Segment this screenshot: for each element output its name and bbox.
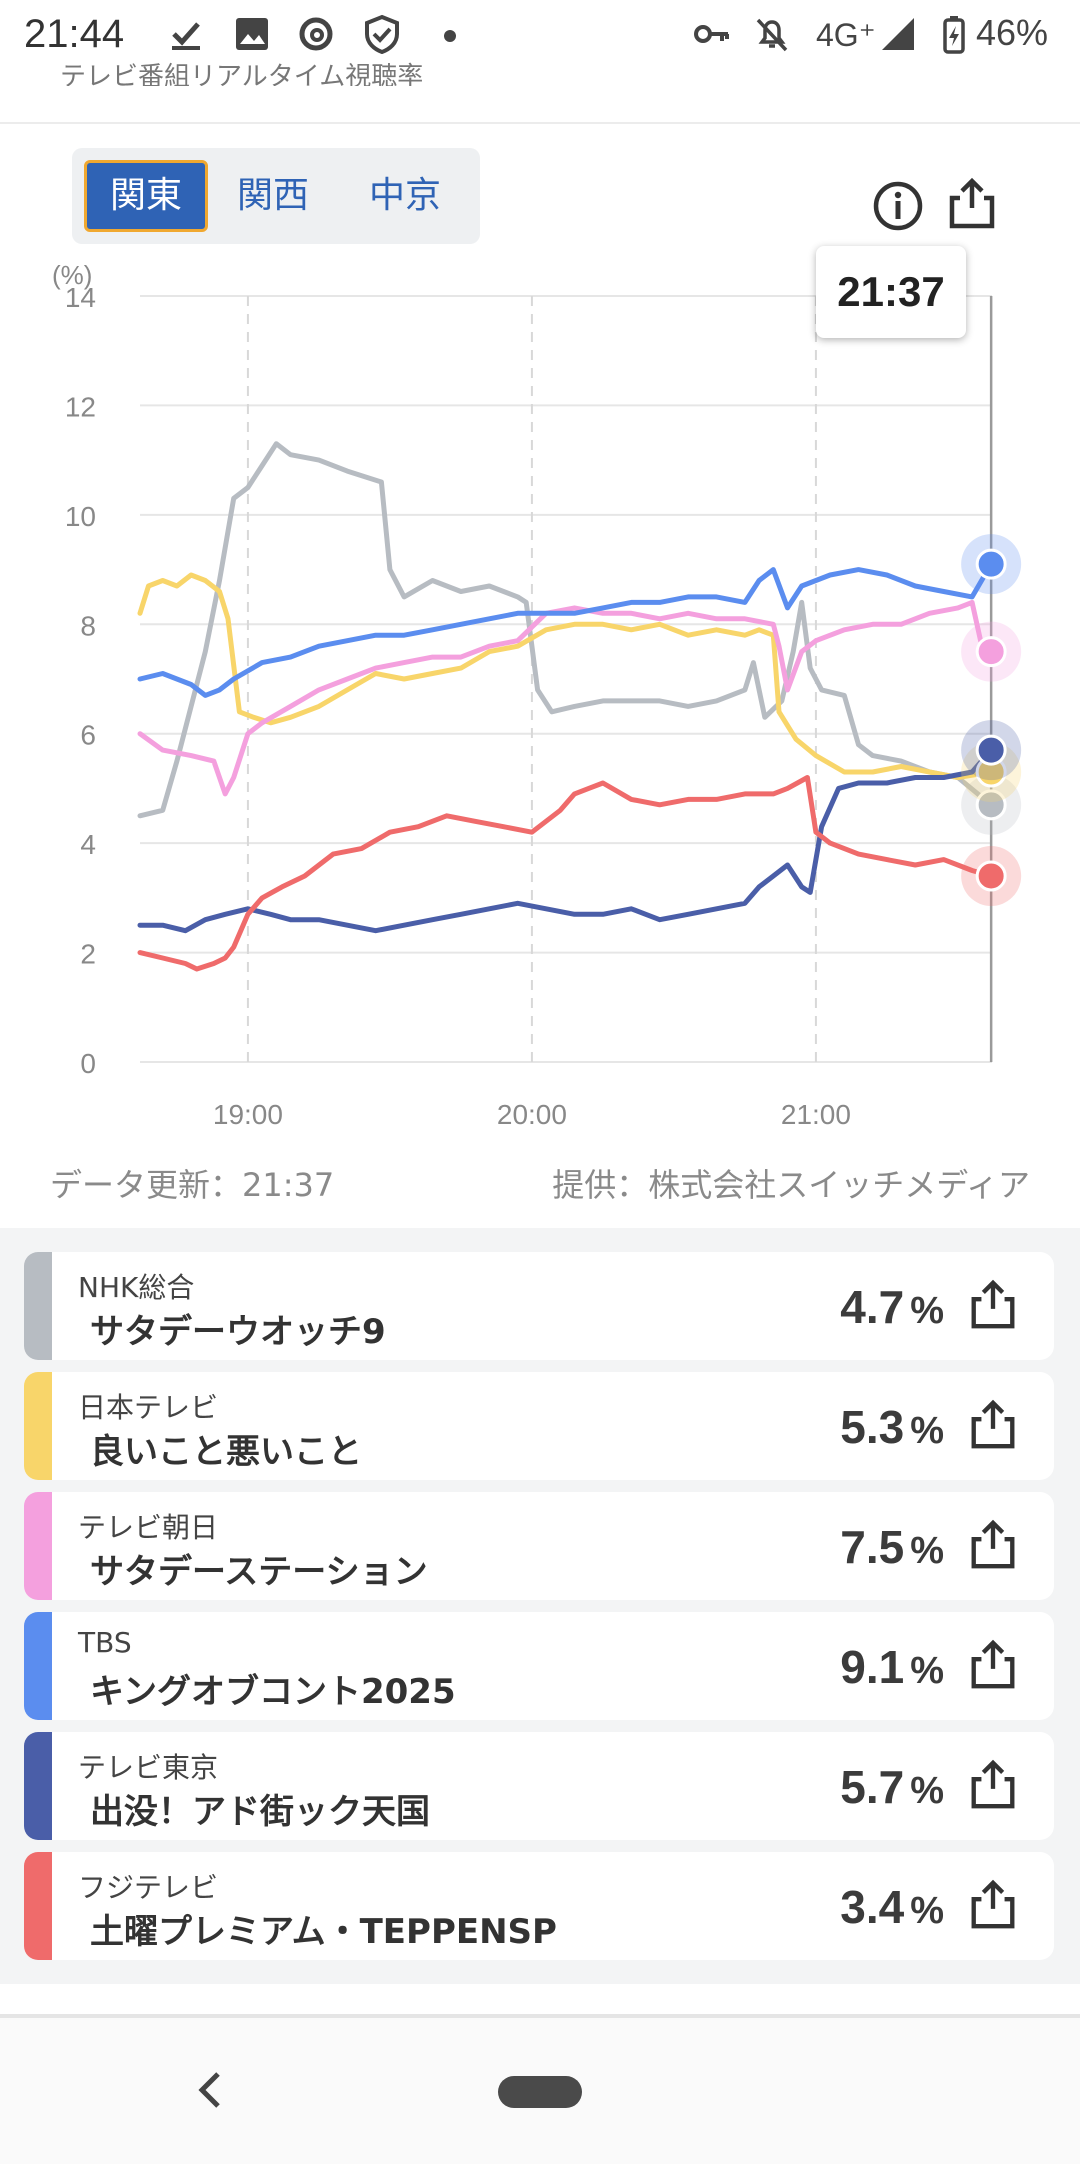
series-line	[137, 572, 994, 780]
y-tick-label: 8	[80, 610, 96, 641]
rating-chart-svg: (%) 0 2 4 6 8 10 12 14 19:00 20:00 21:00	[52, 260, 1022, 1130]
rating-chart[interactable]: (%) 0 2 4 6 8 10 12 14 19:00 20:00 21:00	[0, 260, 1080, 1140]
image-icon	[236, 18, 268, 50]
series-line	[137, 775, 994, 972]
download-done-icon	[172, 22, 200, 50]
share-icon[interactable]	[966, 1278, 1020, 1332]
navigation-bar	[0, 2014, 1080, 2164]
tab-kanto[interactable]: 関東	[84, 160, 208, 232]
list-item[interactable]: 日本テレビ 良いこと悪いこと 5.3%	[24, 1372, 1054, 1480]
tab-chukyo[interactable]: 中京	[368, 175, 441, 216]
channel-name: NHK総合	[78, 1271, 195, 1304]
rating-value: 5.3%	[840, 1401, 944, 1453]
shield-icon	[365, 14, 399, 54]
list-item[interactable]: フジテレビ 土曜プレミアム・TEPPENSP 3.4%	[24, 1852, 1054, 1960]
program-title: 良いこと悪いこと	[90, 1432, 362, 1472]
tab-kansai[interactable]: 関西	[236, 175, 309, 216]
region-tabs: 関東 関西 中京	[72, 148, 480, 244]
rating-value: 5.7%	[840, 1761, 944, 1813]
y-tick-label: 14	[65, 282, 96, 313]
y-unit-label: (%)	[52, 260, 92, 290]
series-marker	[975, 734, 1007, 766]
share-icon[interactable]	[966, 1878, 1020, 1932]
threads-icon	[299, 17, 333, 51]
channel-name: テレビ朝日	[78, 1511, 219, 1544]
channel-color-bar	[24, 1612, 52, 1720]
battery-level: 46%	[976, 12, 1049, 53]
share-icon[interactable]	[966, 1758, 1020, 1812]
info-icon[interactable]	[870, 178, 926, 234]
list-item[interactable]: NHK総合 サタデーウオッチ9 4.7%	[24, 1252, 1054, 1360]
x-tick-label: 20:00	[497, 1099, 567, 1130]
dot-icon	[444, 30, 456, 42]
network-type: 4G⁺	[816, 17, 876, 53]
y-tick-label: 6	[80, 720, 96, 751]
y-tick-label: 10	[65, 501, 96, 532]
program-title: 出没！アド街ック天国	[90, 1792, 430, 1832]
series-marker	[975, 548, 1007, 580]
share-icon[interactable]	[944, 176, 1000, 232]
series-line	[137, 747, 994, 934]
y-tick-label: 12	[65, 391, 96, 422]
series-marker	[975, 636, 1007, 668]
page-title: テレビ番組リアルタイム視聴率	[60, 62, 424, 86]
program-title: サタデーステーション	[90, 1552, 428, 1592]
status-time: 21:44	[24, 12, 125, 56]
y-tick-label: 2	[80, 939, 96, 970]
channel-list: NHK総合 サタデーウオッチ9 4.7% 日本テレビ 良いこと悪いこと 5.3%…	[0, 1228, 1080, 1984]
channel-color-bar	[24, 1252, 52, 1360]
x-tick-label: 21:00	[781, 1099, 851, 1130]
series-marker	[975, 860, 1007, 892]
program-title: キングオブコント2025	[90, 1672, 456, 1712]
share-icon[interactable]	[966, 1638, 1020, 1692]
signal-icon	[882, 18, 914, 50]
status-bar: 21:44 4G⁺ 46%	[0, 0, 1080, 72]
series-line	[137, 599, 994, 797]
rating-value: 7.5%	[840, 1521, 944, 1573]
share-icon[interactable]	[966, 1518, 1020, 1572]
x-tick-label: 19:00	[213, 1099, 283, 1130]
channel-name: テレビ東京	[78, 1751, 219, 1784]
channel-name: フジテレビ	[78, 1871, 219, 1904]
y-tick-label: 0	[80, 1048, 96, 1079]
channel-color-bar	[24, 1732, 52, 1840]
list-item[interactable]: テレビ東京 出没！アド街ック天国 5.7%	[24, 1732, 1054, 1840]
header-divider	[0, 122, 1080, 124]
battery-charging-icon	[943, 16, 965, 54]
channel-color-bar	[24, 1492, 52, 1600]
key-icon	[694, 25, 729, 43]
program-title: 土曜プレミアム・TEPPENSP	[90, 1912, 557, 1952]
share-icon[interactable]	[966, 1398, 1020, 1452]
bell-off-icon	[756, 18, 788, 52]
channel-color-bar	[24, 1852, 52, 1960]
list-item[interactable]: TBS キングオブコント2025 9.1%	[24, 1612, 1054, 1720]
series-marker	[975, 789, 1007, 821]
channel-name: TBS	[78, 1626, 132, 1659]
program-title: サタデーウオッチ9	[90, 1312, 386, 1352]
channel-color-bar	[24, 1372, 52, 1480]
rating-value: 4.7%	[840, 1281, 944, 1333]
list-item[interactable]: テレビ朝日 サタデーステーション 7.5%	[24, 1492, 1054, 1600]
rating-value: 9.1%	[840, 1641, 944, 1693]
channel-name: 日本テレビ	[78, 1391, 219, 1424]
home-button[interactable]	[498, 2076, 582, 2108]
data-provider: 提供：株式会社スイッチメディア	[552, 1166, 1030, 1204]
time-tooltip: 21:37	[816, 246, 966, 338]
back-icon[interactable]	[190, 2068, 230, 2112]
y-tick-label: 4	[80, 829, 96, 860]
rating-value: 3.4%	[840, 1881, 944, 1933]
series-line	[137, 441, 994, 819]
series-line	[137, 561, 994, 698]
data-updated: データ更新：21:37	[50, 1166, 335, 1204]
